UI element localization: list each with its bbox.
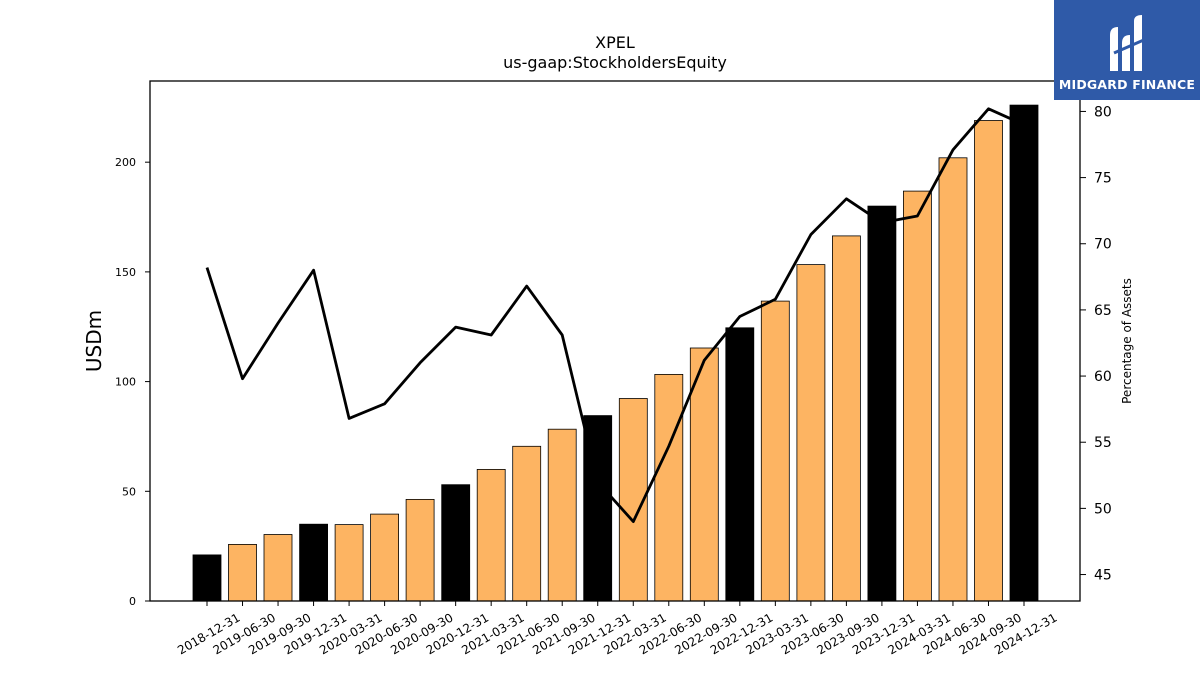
y-tick-label: 50 — [122, 485, 136, 498]
line-series — [205, 107, 1025, 523]
y-axis-left: 0 50 100 150 200 — [115, 156, 150, 608]
bar-2023-12-31 — [867, 205, 897, 602]
brand-name: MIDGARD FINANCE — [1058, 76, 1196, 92]
bar-2023-09-30 — [832, 235, 861, 602]
bar-2022-06-30 — [654, 373, 684, 602]
y-axis-label: USDm — [82, 310, 106, 372]
bar-2019-06-30 — [228, 544, 257, 602]
bar-2020-12-31 — [441, 484, 471, 602]
y2-tick-label: 65 — [1094, 303, 1112, 319]
percentage-of-assets-line — [205, 107, 1025, 523]
bar-2021-09-30 — [547, 428, 577, 602]
bar-2021-03-31 — [476, 468, 506, 602]
bar-2019-09-30 — [263, 534, 293, 602]
y2-tick-label: 50 — [1094, 501, 1112, 517]
x-axis: 2018-12-312019-06-302019-09-302019-12-31… — [175, 601, 1060, 657]
bar-2023-03-31 — [760, 300, 790, 602]
y2-tick-label: 45 — [1094, 568, 1112, 584]
bar-2024-03-31 — [903, 190, 932, 602]
brand-logo-mark-icon — [1110, 14, 1147, 71]
y-axis-right: 45 50 55 60 65 70 75 80 — [1080, 104, 1112, 584]
y-tick-label: 100 — [115, 376, 136, 389]
bar-2022-12-31 — [725, 327, 755, 602]
bar-2024-12-31 — [1009, 104, 1039, 602]
bar-2021-06-30 — [512, 445, 542, 602]
bar-2024-09-30 — [974, 120, 1003, 602]
chart-subtitle: us-gaap:StockholdersEquity — [503, 53, 727, 72]
bar-2023-06-30 — [796, 264, 826, 602]
y-tick-label: 200 — [115, 156, 136, 169]
bar-2020-03-31 — [334, 524, 364, 602]
y2-tick-label: 75 — [1094, 171, 1112, 187]
y2-tick-label: 80 — [1094, 104, 1112, 120]
brand-logo: MIDGARD FINANCE — [1054, 0, 1200, 100]
y-tick-label: 0 — [129, 595, 136, 608]
bar-2020-09-30 — [405, 498, 435, 602]
bar-2024-06-30 — [938, 157, 968, 602]
bar-2022-09-30 — [689, 347, 719, 602]
bar-2019-12-31 — [299, 523, 329, 602]
bar-2018-12-31 — [192, 554, 222, 602]
y2-axis-label: Percentage of Assets — [1120, 278, 1134, 404]
y-tick-label: 150 — [115, 266, 136, 279]
y2-tick-label: 60 — [1094, 369, 1112, 385]
y2-tick-label: 55 — [1094, 435, 1112, 451]
bar-2020-06-30 — [370, 513, 400, 602]
chart-title: XPEL — [595, 33, 635, 52]
y2-tick-label: 70 — [1094, 237, 1112, 253]
bar-series — [192, 104, 1039, 602]
plot-frame — [149, 80, 1081, 602]
